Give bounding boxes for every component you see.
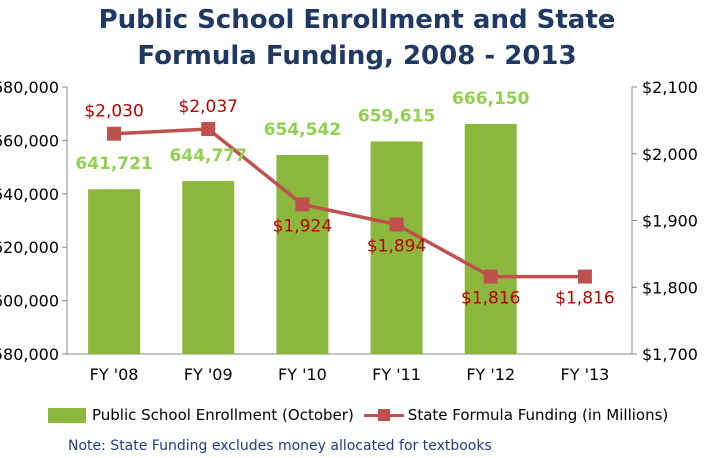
legend-swatch-bar [48,407,86,423]
chart-legend: Public School Enrollment (October) State… [48,404,668,426]
combo-chart: 580,000 600,000 620,000 640,000 660,000 680,0… [0,78,698,384]
legend-item-funding: State Formula Funding (in Millions) [354,406,668,424]
legend-label-funding: State Formula Funding (in Millions) [407,406,669,424]
funding-data-label: $1,894 [367,237,426,257]
chart-title-line-2: Formula Funding, 2008 - 2013 [137,41,577,71]
enrollment-data-label: 641,721 [75,154,152,174]
chart-title: Public School Enrollment and State Formu… [0,2,714,74]
left-tick-label: 580,000 [0,345,59,364]
funding-data-label: $1,816 [461,289,520,309]
left-tick-label: 660,000 [0,131,59,150]
x-tick-label: FY '12 [466,365,515,384]
chart-title-line-1: Public School Enrollment and State [98,5,616,35]
enrollment-data-label: 654,542 [264,120,341,140]
right-tick-label: $1,900 [642,212,698,231]
enrollment-bar [464,123,517,355]
x-tick-label: FY '09 [184,365,233,384]
left-tick-label: 640,000 [0,185,59,204]
x-tick-label: FY '08 [90,365,139,384]
funding-data-label: $1,924 [273,216,332,236]
left-tick-label: 680,000 [0,78,59,97]
right-tick-label: $1,800 [642,278,698,297]
legend-item-enrollment: Public School Enrollment (October) [48,406,354,424]
funding-data-label: $1,816 [555,289,614,309]
enrollment-data-label: 659,615 [358,106,435,126]
funding-marker [295,197,310,212]
x-tick-label: FY '10 [278,365,327,384]
funding-marker [201,122,216,137]
funding-line [113,127,585,279]
x-tick-label: FY '13 [561,365,610,384]
enrollment-bar [370,141,423,354]
left-tick-label: 600,000 [0,292,59,311]
funding-marker [389,217,404,232]
funding-marker [577,269,592,284]
x-tick-label: FY '11 [372,365,421,384]
funding-marker [107,126,122,141]
enrollment-bar [88,189,141,354]
right-tick-label: $2,100 [642,78,698,97]
enrollment-data-label: 644,777 [170,146,247,166]
enrollment-bar [276,154,329,354]
legend-label-enrollment: Public School Enrollment (October) [92,406,354,424]
funding-data-label: $2,030 [84,102,143,122]
enrollment-bar [182,181,235,354]
enrollment-data-label: 666,150 [452,89,530,109]
funding-marker [483,269,498,284]
right-tick-label: $2,000 [642,145,698,164]
right-tick-label: $1,700 [642,345,698,364]
funding-data-label: $2,037 [179,97,238,117]
chart-note: Note: State Funding excludes money alloc… [68,438,492,454]
legend-swatch-line [363,408,404,422]
left-tick-label: 620,000 [0,238,59,257]
